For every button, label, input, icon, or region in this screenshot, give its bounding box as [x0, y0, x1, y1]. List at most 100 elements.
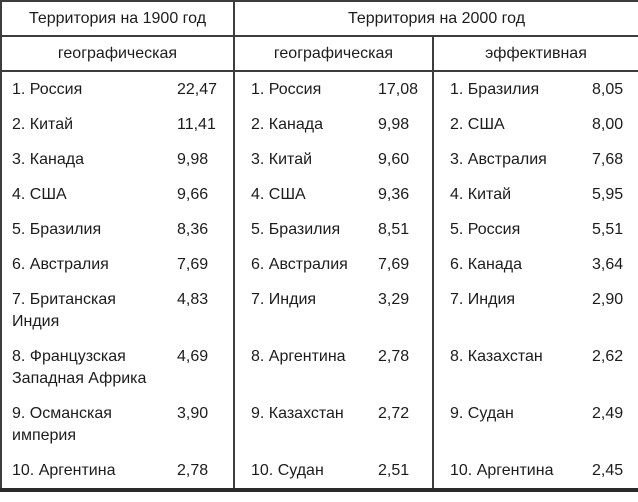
country-name: 5. Бразилия [251, 221, 341, 238]
header-2000-cell: Территория на 2000 год [233, 1, 638, 37]
table-row: 8. Французская Западная Африка 4,69 8. Ар… [1, 339, 638, 396]
country-name: 5. Бразилия [12, 221, 102, 238]
country-name: 7. Индия [251, 291, 317, 308]
country-name: 1. Россия [251, 81, 322, 98]
territory-value: 11,41 [177, 116, 216, 133]
header-row-years: Территория на 1900 год Территория на 200… [1, 1, 638, 37]
cell-1900-geo: 10. Аргентина 2,78 [1, 453, 234, 490]
country-name: 6. Австралия [12, 256, 109, 273]
table-row: 9. Османская империя 3,90 9. Казахстан 2,7… [1, 396, 638, 453]
cell-2000-eff: 10. Аргентина 2,45 [432, 453, 638, 490]
country-name: 3. Австралия [450, 151, 547, 168]
territory-value: 8,36 [177, 221, 209, 238]
cell-2000-eff: 5. Россия 5,51 [432, 212, 638, 247]
territory-value: 2,51 [378, 462, 410, 479]
table-row: 1. Россия 22,47 1. Россия 17,08 1. Бразили… [1, 71, 638, 107]
territory-value: 17,08 [378, 81, 419, 98]
territory-value: 2,62 [592, 348, 624, 365]
country-name: 10. Аргентина [12, 462, 116, 479]
cell-2000-geo: 7. Индия 3,29 [233, 282, 433, 339]
territory-value: 3,29 [378, 291, 410, 308]
table-header: Территория на 1900 год Территория на 200… [1, 1, 638, 72]
country-name: 3. Китай [251, 151, 313, 168]
territory-value: 2,72 [378, 405, 410, 422]
country-name: 3. Канада [12, 151, 84, 168]
territory-value: 2,90 [592, 291, 624, 308]
territory-value: 9,98 [177, 151, 209, 168]
territory-value: 9,60 [378, 151, 410, 168]
cell-2000-eff: 9. Судан 2,49 [432, 396, 638, 453]
cell-2000-eff: 8. Казахстан 2,62 [432, 339, 638, 396]
table-body: 1. Россия 22,47 1. Россия 17,08 1. Бразили… [1, 71, 638, 490]
cell-1900-geo: 4. США 9,66 [1, 177, 234, 212]
territory-value: 4,69 [177, 348, 209, 365]
cell-1900-geo: 6. Австралия 7,69 [1, 247, 234, 282]
territory-value: 3,64 [592, 256, 624, 273]
subheader-2000-geographical: географическая [233, 36, 433, 72]
cell-2000-geo: 6. Австралия 7,69 [233, 247, 433, 282]
territory-value: 4,83 [177, 291, 209, 308]
country-name: 4. США [12, 186, 67, 203]
territory-value: 8,51 [378, 221, 410, 238]
table-row: 6. Австралия 7,69 6. Австралия 7,69 6. Кан… [1, 247, 638, 282]
country-name: 5. Россия [450, 221, 521, 238]
table-row: 2. Китай 11,41 2. Канада 9,98 2. США 8,00 [1, 107, 638, 142]
territory-value: 7,68 [592, 151, 624, 168]
subheader-1900-geographical: географическая [1, 36, 234, 72]
cell-2000-eff: 1. Бразилия 8,05 [432, 71, 638, 107]
country-name: 10. Аргентина [450, 462, 554, 479]
territory-value: 8,05 [592, 81, 624, 98]
country-name: 4. США [251, 186, 306, 203]
country-name: 8. Французская Западная Африка [12, 348, 147, 387]
header-1900-cell: Территория на 1900 год [1, 1, 234, 37]
cell-1900-geo: 8. Французская Западная Африка 4,69 [1, 339, 234, 396]
cell-1900-geo: 7. Британская Индия 4,83 [1, 282, 234, 339]
table-row: 4. США 9,66 4. США 9,36 4. Китай 5,95 [1, 177, 638, 212]
territory-value: 22,47 [177, 81, 218, 98]
cell-2000-geo: 8. Аргентина 2,78 [233, 339, 433, 396]
cell-1900-geo: 5. Бразилия 8,36 [1, 212, 234, 247]
cell-2000-geo: 3. Китай 9,60 [233, 142, 433, 177]
territory-value: 5,51 [592, 221, 624, 238]
territory-value: 9,66 [177, 186, 209, 203]
country-name: 9. Судан [450, 405, 514, 422]
country-name: 1. Бразилия [450, 81, 540, 98]
cell-2000-geo: 2. Канада 9,98 [233, 107, 433, 142]
table-row: 10. Аргентина 2,78 10. Судан 2,51 10. Арге… [1, 453, 638, 490]
country-name: 9. Казахстан [251, 405, 344, 422]
cell-2000-geo: 5. Бразилия 8,51 [233, 212, 433, 247]
cell-2000-geo: 4. США 9,36 [233, 177, 433, 212]
cell-2000-eff: 3. Австралия 7,68 [432, 142, 638, 177]
cell-1900-geo: 9. Османская империя 3,90 [1, 396, 234, 453]
territory-value: 7,69 [177, 256, 209, 273]
country-name: 6. Канада [450, 256, 522, 273]
cell-1900-geo: 1. Россия 22,47 [1, 71, 234, 107]
cell-1900-geo: 3. Канада 9,98 [1, 142, 234, 177]
country-name: 9. Османская империя [12, 405, 112, 444]
table-row: 7. Британская Индия 4,83 7. Индия 3,29 7. … [1, 282, 638, 339]
territory-value: 8,00 [592, 116, 624, 133]
territory-value: 3,90 [177, 405, 209, 422]
header-row-subtypes: географическая географическая эффективна… [1, 36, 638, 72]
cell-1900-geo: 2. Китай 11,41 [1, 107, 234, 142]
cell-2000-eff: 4. Китай 5,95 [432, 177, 638, 212]
country-name: 7. Британская Индия [12, 291, 116, 330]
cell-2000-geo: 9. Казахстан 2,72 [233, 396, 433, 453]
subheader-2000-effective: эффективная [432, 36, 638, 72]
country-name: 7. Индия [450, 291, 516, 308]
territory-value: 9,36 [378, 186, 410, 203]
cell-2000-geo: 1. Россия 17,08 [233, 71, 433, 107]
country-name: 2. Китай [12, 116, 74, 133]
territory-value: 5,95 [592, 186, 624, 203]
country-name: 4. Китай [450, 186, 512, 203]
territory-value: 2,78 [378, 348, 410, 365]
table-row: 3. Канада 9,98 3. Китай 9,60 3. Австралия 7… [1, 142, 638, 177]
table-row: 5. Бразилия 8,36 5. Бразилия 8,51 5. Росси… [1, 212, 638, 247]
country-name: 8. Казахстан [450, 348, 543, 365]
cell-2000-eff: 7. Индия 2,90 [432, 282, 638, 339]
territory-value: 2,49 [592, 405, 624, 422]
country-name: 2. США [450, 116, 505, 133]
cell-2000-eff: 2. США 8,00 [432, 107, 638, 142]
country-name: 6. Австралия [251, 256, 348, 273]
